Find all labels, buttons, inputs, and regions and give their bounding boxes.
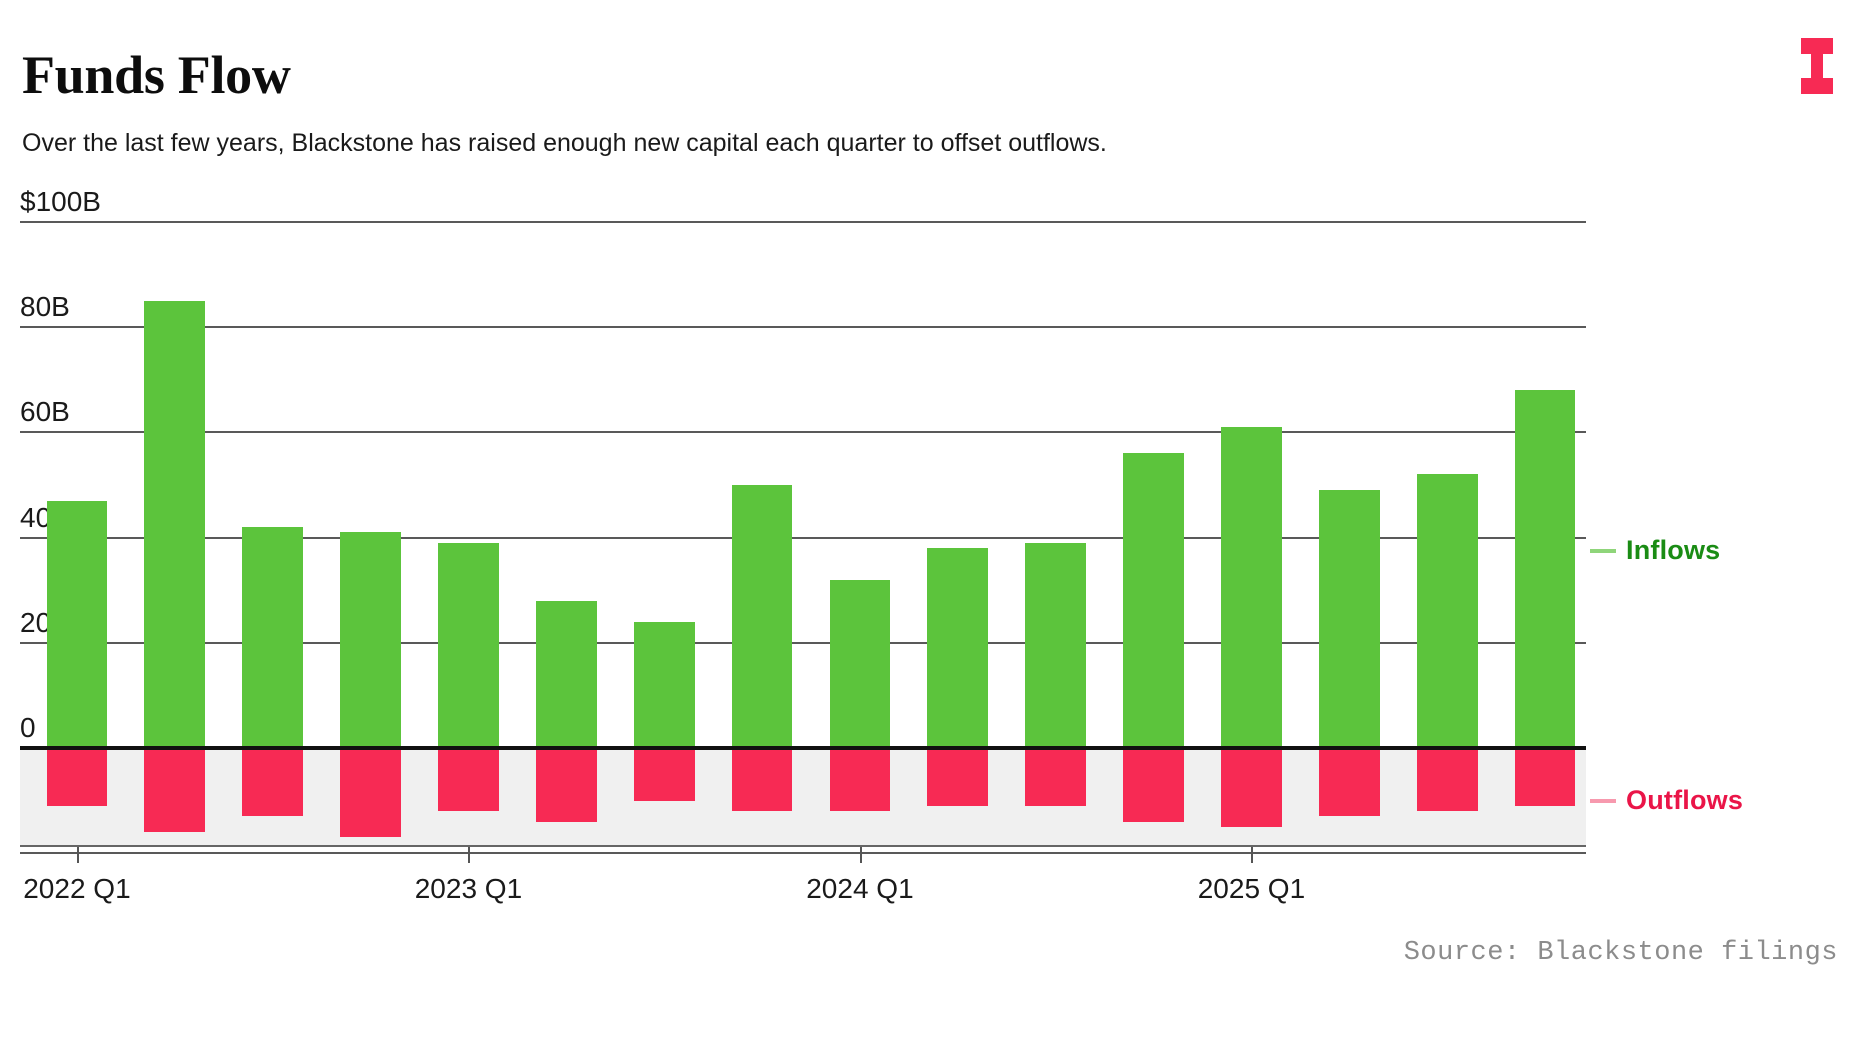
y-axis-tick-label: 0	[20, 712, 36, 743]
bar-group[interactable]	[242, 190, 304, 870]
gridlines-group	[20, 190, 1586, 870]
legend-dash-icon	[1590, 798, 1616, 803]
page-title: Funds Flow	[22, 45, 291, 105]
bar-group[interactable]	[1123, 190, 1184, 870]
inflow-bar[interactable]	[1416, 474, 1478, 748]
legend-dash-icon	[1590, 548, 1616, 553]
inflow-bar[interactable]	[340, 532, 401, 748]
inflow-bar[interactable]	[242, 527, 304, 748]
x-axis-tick-label: 2024 Q1	[806, 873, 914, 904]
outflow-bar[interactable]	[46, 748, 108, 806]
bar-group[interactable]	[1416, 190, 1478, 870]
bar-group[interactable]	[1514, 190, 1576, 870]
outflow-bar[interactable]	[927, 748, 989, 806]
outflow-bar[interactable]	[1318, 748, 1380, 817]
bar-group[interactable]	[438, 190, 499, 870]
outflow-bar[interactable]	[1416, 748, 1478, 812]
outflow-bar[interactable]	[1514, 748, 1576, 806]
gridline-100	[20, 221, 1586, 223]
inflow-bar[interactable]	[1318, 490, 1380, 748]
bar-group[interactable]	[1318, 190, 1380, 870]
bar-group[interactable]	[144, 190, 206, 870]
x-axis-tick-label: 2023 Q1	[414, 873, 523, 904]
x-axis-tick	[76, 847, 79, 863]
bar-group[interactable]	[535, 190, 597, 870]
x-axis-tick	[1251, 847, 1254, 863]
inflow-bar[interactable]	[731, 485, 793, 748]
legend-item-inflows[interactable]: Inflows	[1590, 535, 1720, 566]
y-axis-tick-label: 80B	[20, 291, 70, 323]
inflow-bar[interactable]	[438, 542, 499, 748]
outflow-bar[interactable]	[829, 748, 891, 812]
bar-group[interactable]	[829, 190, 891, 870]
legend-label: Outflows	[1626, 785, 1744, 816]
inflow-bar[interactable]	[633, 621, 695, 748]
inflow-bar[interactable]	[1221, 427, 1282, 748]
inflow-bar[interactable]	[46, 500, 108, 748]
outflow-bar[interactable]	[633, 748, 695, 801]
legend-item-outflows[interactable]: Outflows	[1590, 785, 1743, 816]
chart-header: Funds Flow Over the last few years, Blac…	[0, 0, 1860, 190]
x-axis-tick	[468, 847, 471, 863]
inflow-bar[interactable]	[829, 579, 891, 748]
inflow-bar[interactable]	[144, 300, 206, 748]
gridline-20	[20, 641, 1586, 644]
bar-group[interactable]	[1025, 190, 1087, 870]
inflow-bar[interactable]	[1123, 453, 1184, 748]
legend-label: Inflows	[1626, 535, 1721, 566]
logo-stem	[1811, 52, 1823, 80]
zero-baseline	[20, 746, 1586, 750]
inflow-bar[interactable]	[1025, 542, 1087, 748]
y-axis-tick-label: 60B	[20, 396, 70, 428]
source-note: Source: Blackstone filings	[1403, 938, 1838, 968]
x-axis-line	[20, 845, 1586, 847]
gridline--20	[20, 852, 1586, 855]
outflow-bar[interactable]	[438, 748, 499, 812]
outflow-bar[interactable]	[242, 748, 304, 817]
logo-bottom-bar	[1801, 78, 1833, 94]
bar-series-group	[20, 190, 1586, 870]
tipranks-t-logo-icon	[1796, 38, 1838, 94]
outflow-bar[interactable]	[1123, 748, 1184, 822]
bar-group[interactable]	[1221, 190, 1282, 870]
outflow-bar[interactable]	[144, 748, 206, 833]
outflow-bar[interactable]	[535, 748, 597, 822]
gridline-80	[20, 326, 1586, 329]
bar-group[interactable]	[46, 190, 108, 870]
bar-group[interactable]	[633, 190, 695, 870]
outflow-bar[interactable]	[1221, 748, 1282, 827]
logo-top-bar	[1801, 38, 1833, 54]
y-axis-tick-label: $100B	[20, 186, 101, 217]
x-axis-tick-label: 2025 Q1	[1197, 873, 1306, 904]
outflow-bar[interactable]	[731, 748, 793, 812]
outflow-bar[interactable]	[340, 748, 401, 838]
gridline-40	[20, 536, 1586, 539]
x-axis-tick	[859, 847, 862, 863]
chart-subtitle: Over the last few years, Blackstone has …	[22, 129, 1107, 157]
inflow-bar[interactable]	[535, 600, 597, 748]
outflow-bar[interactable]	[1025, 748, 1087, 806]
inflow-bar[interactable]	[1514, 390, 1576, 748]
gridline-60	[20, 431, 1586, 434]
bar-group[interactable]	[927, 190, 989, 870]
bar-group[interactable]	[340, 190, 401, 870]
x-axis-tick-label: 2022 Q1	[23, 873, 131, 904]
inflow-bar[interactable]	[927, 548, 989, 748]
bar-group[interactable]	[731, 190, 793, 870]
